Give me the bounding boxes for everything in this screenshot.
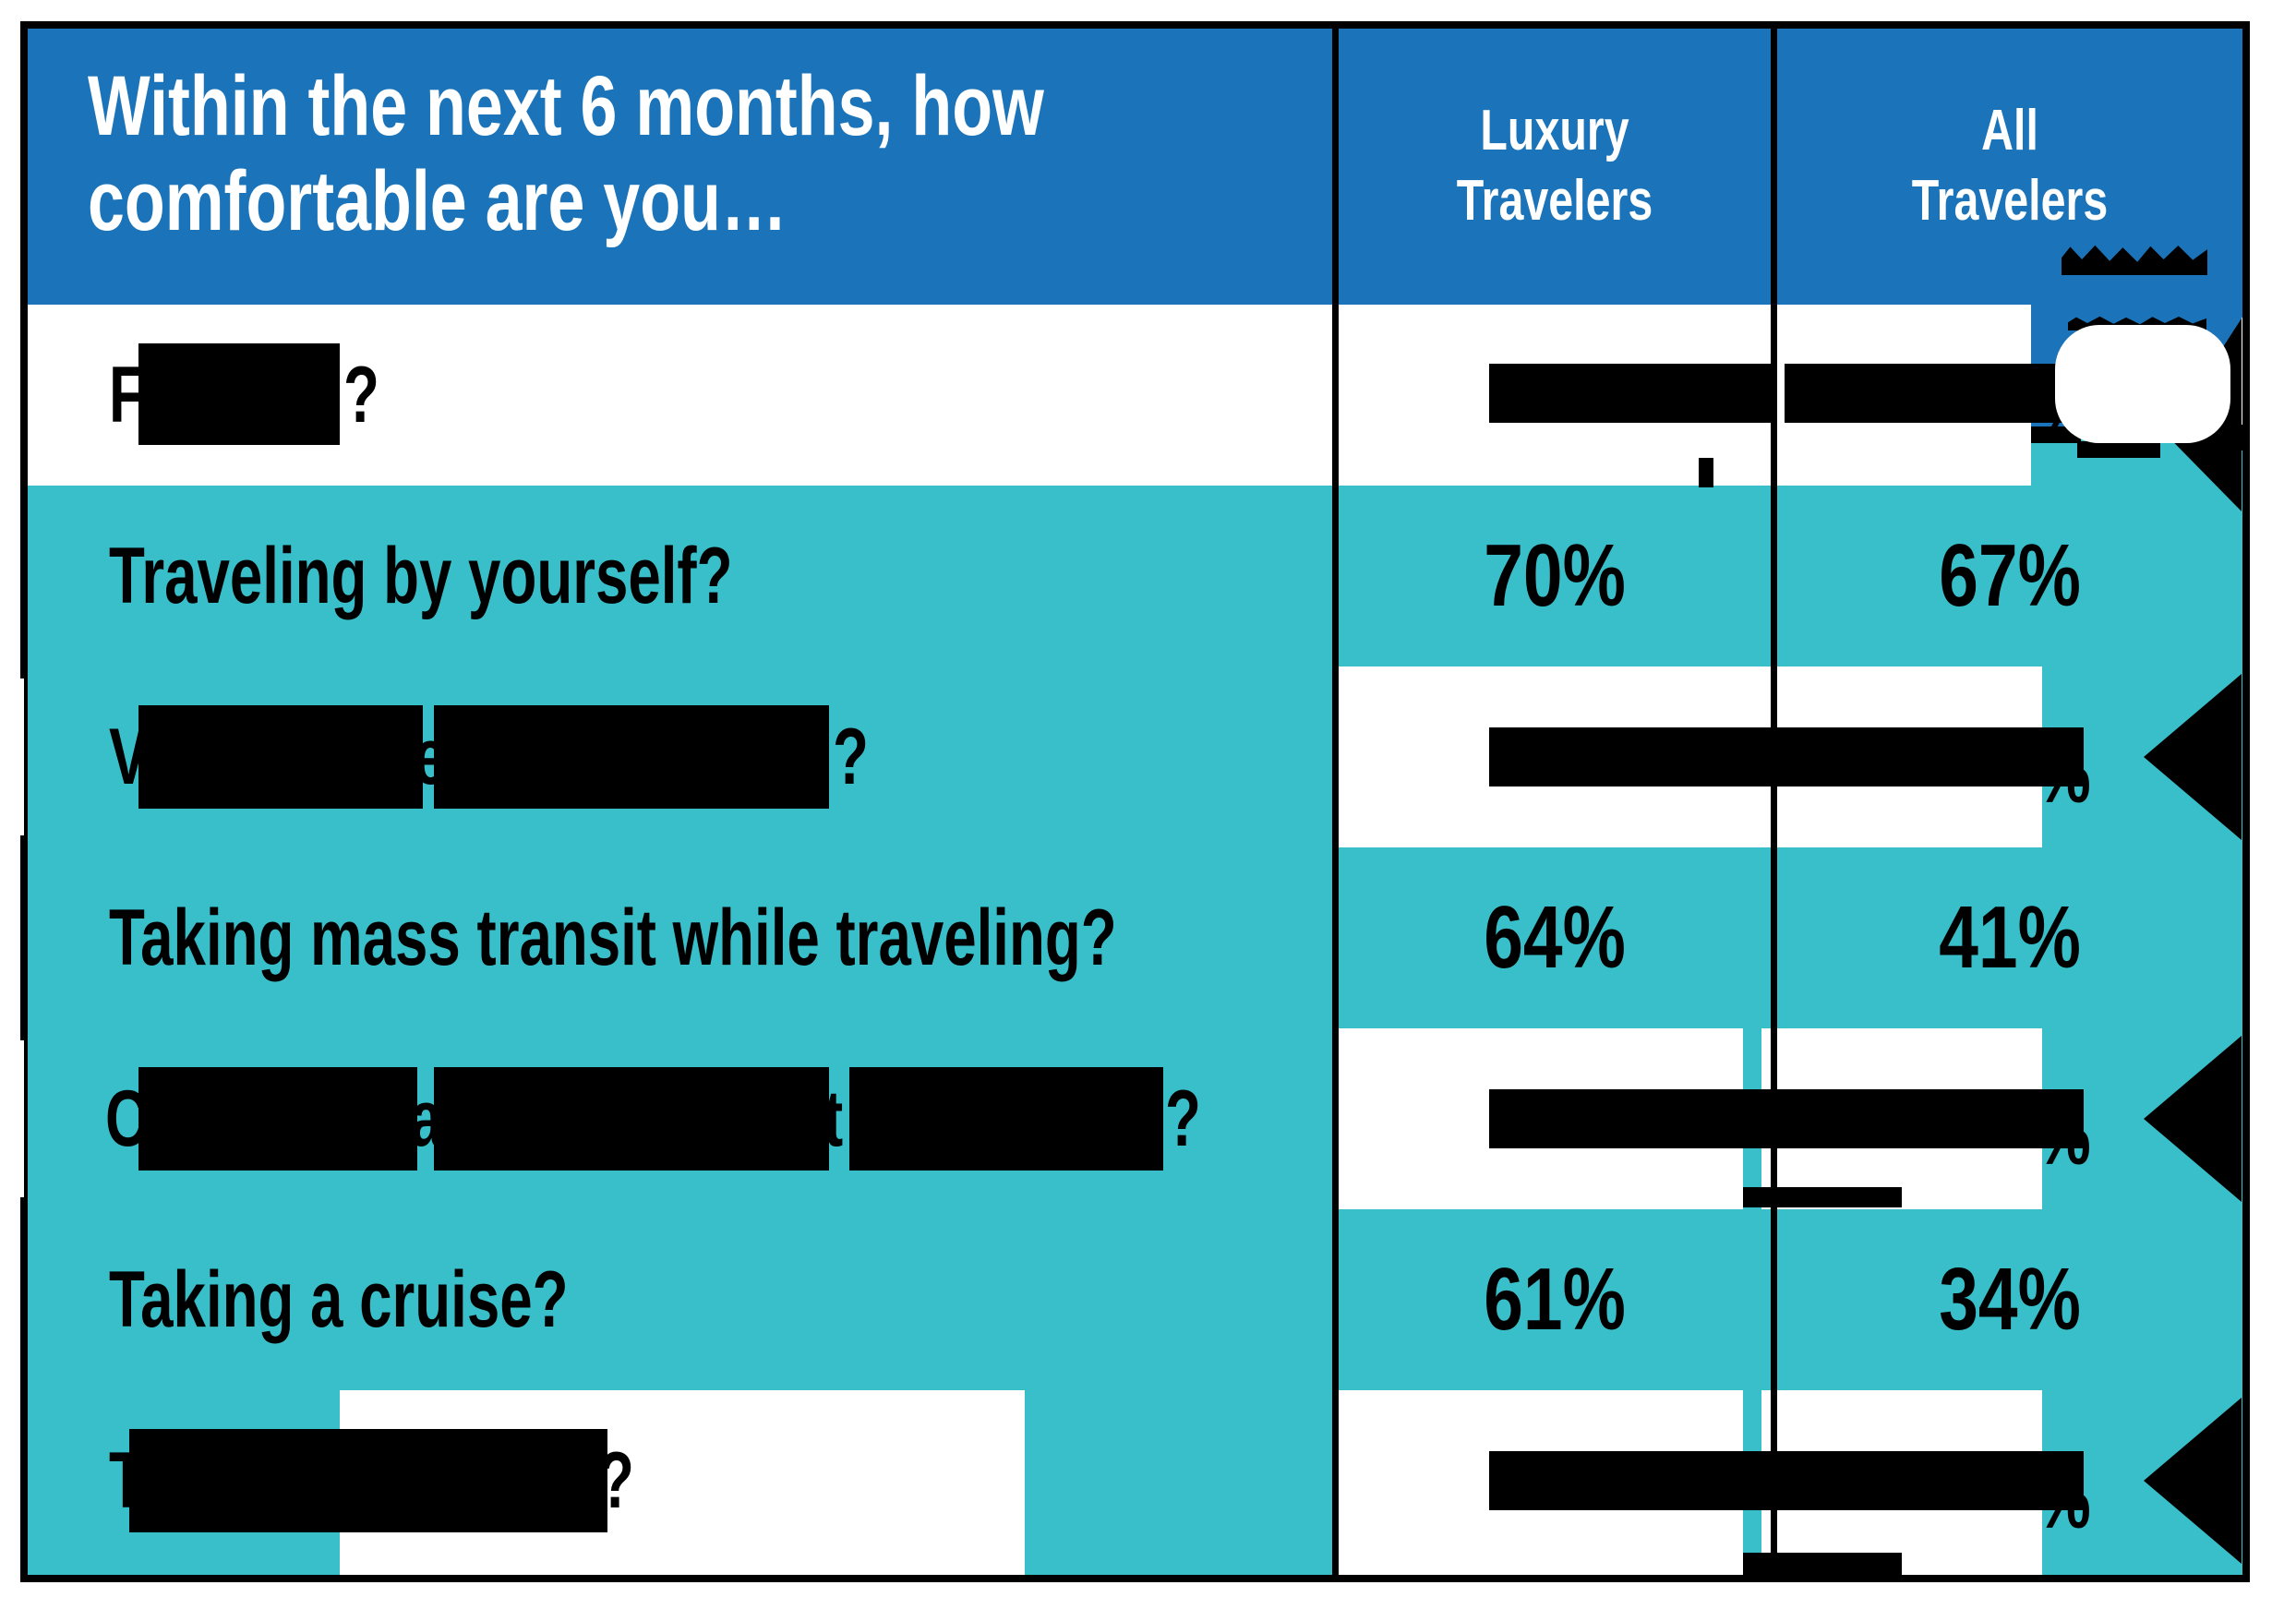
value-redaction-bar xyxy=(1489,1451,2084,1510)
column-header-luxury-label: Luxury Travelers xyxy=(1456,99,1653,233)
value-redaction-bar xyxy=(1489,727,2084,786)
question-fragment: ? xyxy=(343,350,379,439)
column-header-all: All Travelers xyxy=(1777,28,2242,305)
row-2-band xyxy=(27,486,2243,666)
value-luxury-row-2: 70% xyxy=(1484,526,1626,625)
left-edge-white-strip xyxy=(11,1040,24,1197)
white-callout-blob xyxy=(2055,325,2230,443)
value-luxury-row-4: 64% xyxy=(1484,888,1626,987)
question-row-2: Traveling by yourself? xyxy=(109,531,733,620)
row-6-band xyxy=(27,1209,2243,1390)
value-luxury-row-6: 61% xyxy=(1484,1250,1626,1349)
value-redaction-bar xyxy=(1785,364,2082,423)
question-row-4: Taking mass transit while traveling? xyxy=(109,893,1117,982)
question-redaction-bar xyxy=(849,1067,1163,1171)
black-fragment xyxy=(1699,458,1713,487)
small-redaction-bar xyxy=(1743,1553,1902,1575)
question-redaction-bar xyxy=(138,343,340,445)
small-redaction-bar xyxy=(1743,1187,1902,1207)
left-edge-white-strip xyxy=(11,678,24,835)
question-redaction-bar xyxy=(434,705,829,809)
column-header-luxury: Luxury Travelers xyxy=(1339,28,1771,305)
header-band xyxy=(27,28,2243,305)
black-fragment xyxy=(2077,441,2160,458)
table-title: Within the next 6 months, how comfortabl… xyxy=(88,59,1044,249)
column-header-all-label: All Travelers xyxy=(1911,99,2109,233)
question-fragment: ? xyxy=(833,712,869,801)
value-redaction-bar xyxy=(1489,1089,2084,1148)
value-all-row-4: 41% xyxy=(1939,888,2081,987)
column-divider-1 xyxy=(1332,21,1339,1582)
question-redaction-bar xyxy=(434,1067,829,1171)
value-all-row-2: 67% xyxy=(1939,526,2081,625)
value-all-row-6: 34% xyxy=(1939,1250,2081,1349)
question-row-6: Taking a cruise? xyxy=(109,1255,569,1344)
question-redaction-bar xyxy=(129,1429,607,1532)
column-divider-2 xyxy=(1771,21,1777,1582)
value-redaction-bar xyxy=(1489,364,1772,423)
question-redaction-bar xyxy=(138,705,423,809)
question-fragment: ? xyxy=(1165,1074,1201,1163)
question-redaction-bar xyxy=(138,1067,417,1171)
row-4-band xyxy=(27,847,2243,1028)
